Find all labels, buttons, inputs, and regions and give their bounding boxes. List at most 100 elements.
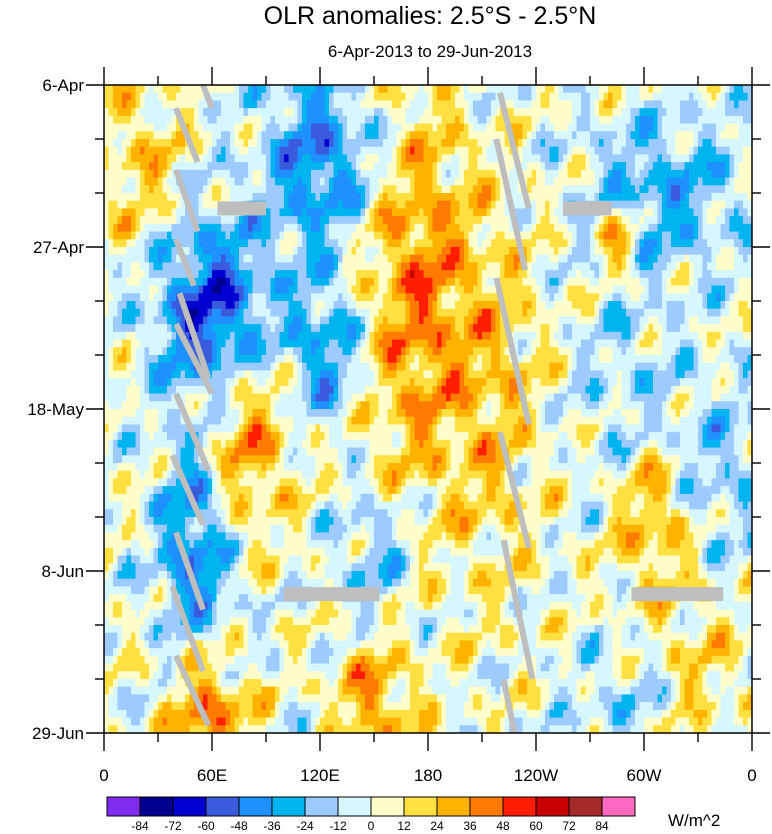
anomaly-cell [680, 316, 686, 325]
anomaly-cell [603, 146, 609, 156]
anomaly-cell [576, 108, 582, 117]
anomaly-cell [293, 308, 299, 318]
anomaly-cell [387, 185, 393, 194]
anomaly-cell [630, 223, 636, 233]
anomaly-cell [653, 177, 659, 186]
anomaly-cell [477, 301, 483, 310]
anomaly-cell [270, 92, 276, 102]
anomaly-cell [405, 231, 411, 240]
anomaly-cell [230, 123, 236, 132]
anomaly-cell [351, 223, 357, 233]
anomaly-cell [311, 324, 317, 333]
anomaly-cell [383, 162, 389, 171]
anomaly-cell [167, 154, 173, 163]
anomaly-cell [428, 339, 434, 348]
anomaly-cell [428, 316, 434, 325]
anomaly-cell [617, 115, 623, 125]
anomaly-cell [324, 92, 330, 102]
anomaly-cell [581, 308, 587, 318]
anomaly-cell [144, 293, 150, 302]
anomaly-cell [351, 193, 357, 202]
anomaly-cell [252, 193, 258, 202]
anomaly-cell [455, 308, 461, 318]
anomaly-cell [162, 200, 168, 210]
anomaly-cell [261, 262, 267, 271]
anomaly-cell [176, 146, 182, 156]
anomaly-cell [135, 247, 141, 256]
anomaly-cell [711, 185, 717, 194]
anomaly-cell [216, 115, 222, 125]
anomaly-cell [365, 262, 371, 271]
anomaly-cell [531, 208, 537, 217]
anomaly-cell [455, 193, 461, 202]
anomaly-cell [333, 324, 339, 333]
anomaly-cell [279, 108, 285, 117]
anomaly-cell [225, 277, 231, 287]
anomaly-cell [549, 277, 555, 287]
anomaly-cell [716, 324, 722, 333]
anomaly-cell [716, 208, 722, 217]
anomaly-cell [144, 85, 150, 94]
anomaly-cell [707, 162, 713, 171]
anomaly-cell [585, 193, 591, 202]
anomaly-cell [455, 139, 461, 148]
anomaly-cell [140, 270, 146, 279]
anomaly-cell [140, 293, 146, 302]
anomaly-cell [720, 193, 726, 202]
anomaly-cell [338, 139, 344, 148]
anomaly-cell [149, 247, 155, 256]
anomaly-cell [369, 308, 375, 318]
anomaly-cell [144, 347, 150, 356]
anomaly-cell [689, 193, 695, 202]
anomaly-cell [324, 308, 330, 318]
anomaly-cell [707, 262, 713, 271]
anomaly-cell [500, 339, 506, 348]
anomaly-cell [324, 162, 330, 171]
anomaly-cell [482, 177, 488, 186]
anomaly-cell [383, 169, 389, 179]
anomaly-cell [126, 331, 132, 341]
anomaly-cell [576, 177, 582, 186]
anomaly-cell [635, 139, 641, 148]
anomaly-cell [153, 146, 159, 156]
anomaly-cell [117, 177, 123, 186]
anomaly-cell [558, 324, 564, 333]
anomaly-cell [585, 316, 591, 325]
anomaly-cell [698, 185, 704, 194]
anomaly-cell [518, 154, 524, 163]
anomaly-cell [158, 115, 164, 125]
anomaly-cell [567, 154, 573, 163]
anomaly-cell [378, 216, 384, 225]
anomaly-cell [603, 139, 609, 148]
anomaly-cell [212, 185, 218, 194]
anomaly-cell [563, 146, 569, 156]
anomaly-cell [212, 231, 218, 240]
anomaly-cell [608, 285, 614, 294]
anomaly-cell [482, 293, 488, 302]
anomaly-cell [167, 324, 173, 333]
anomaly-cell [486, 347, 492, 356]
anomaly-cell [405, 154, 411, 163]
anomaly-cell [590, 270, 596, 279]
anomaly-cell [252, 139, 258, 148]
anomaly-cell [671, 139, 677, 148]
anomaly-cell [599, 85, 605, 94]
anomaly-cell [743, 193, 749, 202]
anomaly-cell [252, 308, 258, 318]
anomaly-cell [702, 131, 708, 140]
anomaly-cell [594, 301, 600, 310]
anomaly-cell [374, 200, 380, 210]
anomaly-cell [567, 316, 573, 325]
anomaly-cell [293, 193, 299, 202]
anomaly-cell [576, 316, 582, 325]
anomaly-cell [378, 146, 384, 156]
anomaly-cell [536, 270, 542, 279]
anomaly-cell [657, 247, 663, 256]
anomaly-cell [738, 308, 744, 318]
anomaly-cell [626, 131, 632, 140]
anomaly-cell [738, 92, 744, 102]
anomaly-cell [419, 146, 425, 156]
anomaly-cell [387, 231, 393, 240]
anomaly-cell [171, 316, 177, 325]
anomaly-cell [171, 139, 177, 148]
